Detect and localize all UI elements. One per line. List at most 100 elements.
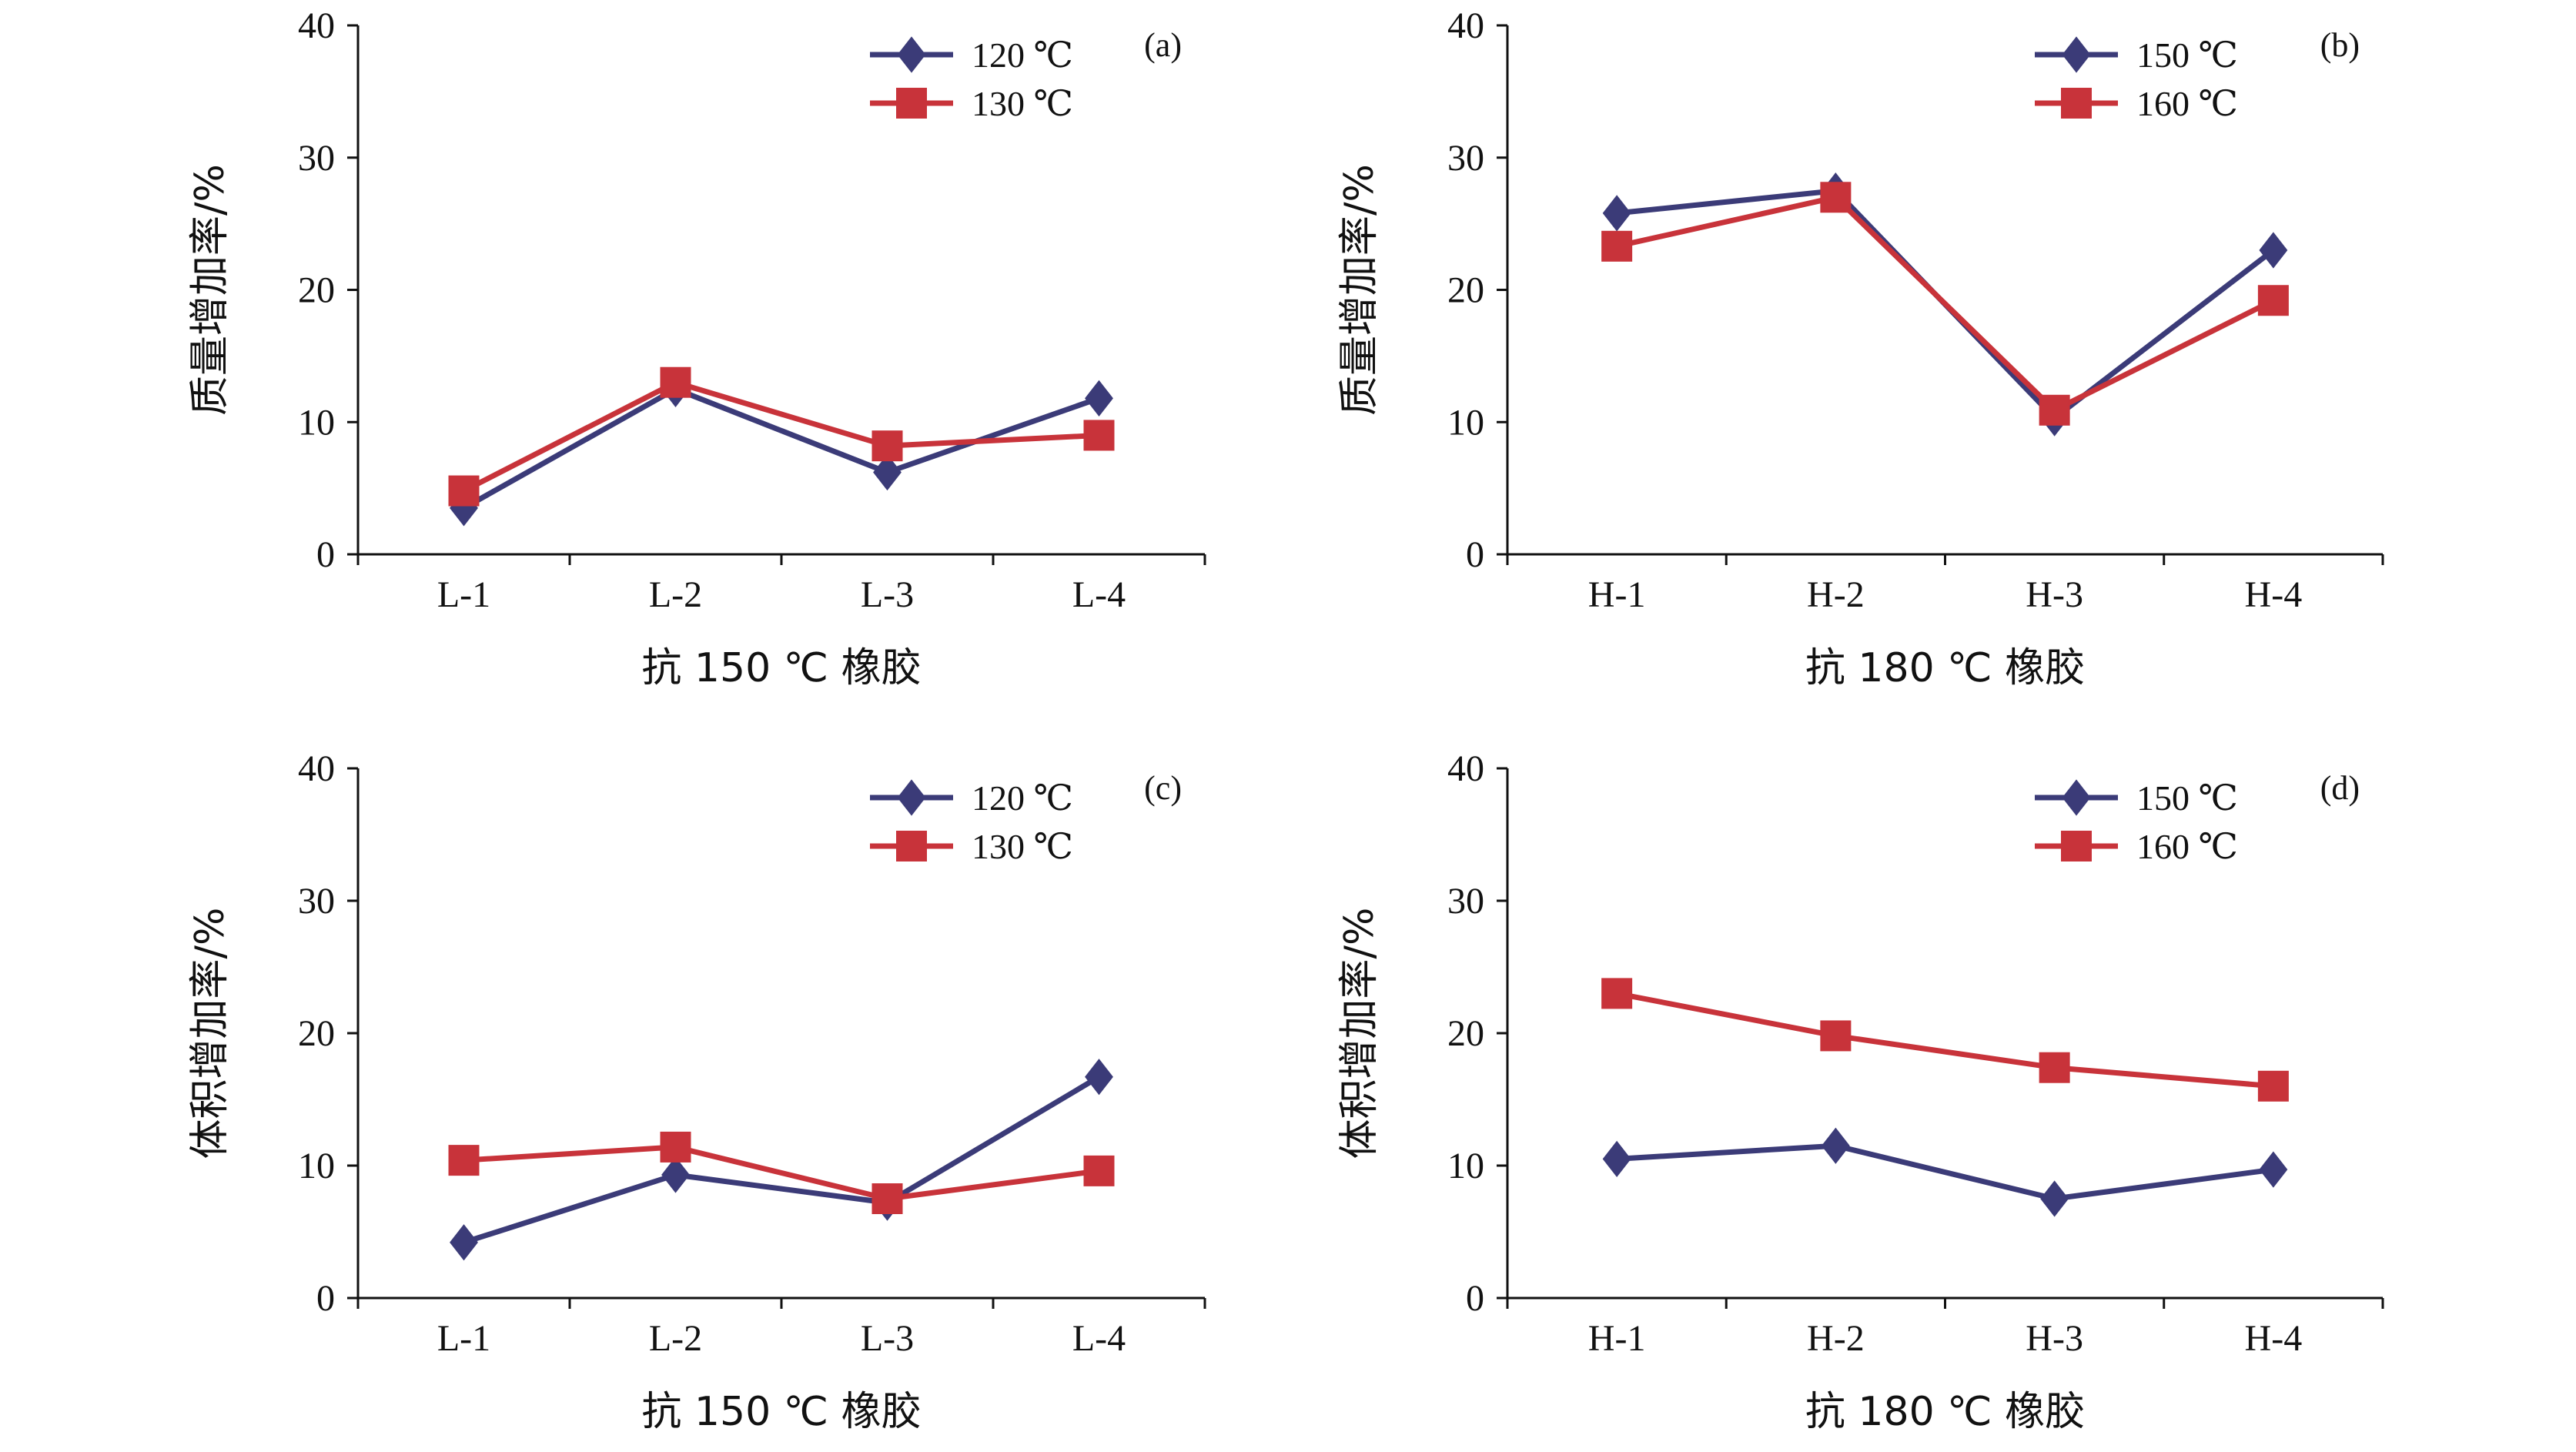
legend-marker-1 <box>897 779 926 816</box>
series-line-2 <box>1616 990 2274 1089</box>
data-point <box>2259 1151 2288 1188</box>
y-axis-title: 质量增加率/% <box>187 164 233 416</box>
chart-panel-a: 0 10 20 30 40 L-1 L-2 L-3 L-4 抗 150 ℃ 橡胶 质量增加率/% (a… <box>187 5 1206 691</box>
x-tick-label: H-3 <box>2026 1318 2083 1359</box>
data-point <box>661 1156 690 1193</box>
data-point <box>448 475 480 507</box>
y-tick-label: 30 <box>298 138 335 179</box>
series-line-2 <box>1616 194 2275 413</box>
x-tick-label: H-3 <box>2026 574 2083 615</box>
data-point <box>1820 182 1852 213</box>
chart-panel-c: 0 10 20 30 40 L-1 L-2 L-3 L-4 抗 150 ℃ 橡胶 体积增加率/% (c… <box>187 748 1206 1435</box>
x-tick-label: L-1 <box>437 574 490 615</box>
y-tick-label: 40 <box>1447 5 1484 46</box>
data-point <box>873 453 902 491</box>
y-tick-label: 10 <box>1447 402 1484 443</box>
data-point <box>1601 978 1633 1009</box>
data-point <box>871 430 903 462</box>
data-point <box>871 1183 903 1214</box>
panel-label: (c) <box>1144 769 1182 807</box>
x-tick-label: H-4 <box>2245 1318 2303 1359</box>
data-point <box>660 1131 691 1163</box>
data-point <box>1085 380 1113 417</box>
x-tick-label: H-4 <box>2245 574 2303 615</box>
legend-entry-1: 120 ℃ <box>972 35 1073 75</box>
y-tick-label: 30 <box>1447 881 1484 922</box>
y-tick-label: 0 <box>1466 534 1484 575</box>
legend-entry-1: 150 ℃ <box>2136 778 2238 818</box>
data-point <box>2040 1180 2069 1217</box>
y-tick-label: 20 <box>298 1013 335 1054</box>
data-point <box>1821 1127 1850 1164</box>
y-tick-label: 40 <box>1447 748 1484 789</box>
series-line-1 <box>463 1074 1101 1246</box>
y-tick-label: 0 <box>316 534 335 575</box>
legend-marker-2 <box>896 831 927 861</box>
x-tick-label: L-2 <box>649 574 702 615</box>
x-tick-label: H-1 <box>1588 574 1646 615</box>
legend-entry-2: 130 ℃ <box>972 84 1073 123</box>
x-axis-title: 抗 150 ℃ 橡胶 <box>641 1389 921 1435</box>
x-tick-label: L-4 <box>1072 1318 1126 1359</box>
y-axis-title: 体积增加率/% <box>1337 908 1383 1159</box>
x-tick-label: L-3 <box>861 574 914 615</box>
data-point <box>2039 394 2070 426</box>
y-tick-label: 0 <box>316 1278 335 1319</box>
panel-label: (d) <box>2320 769 2360 807</box>
data-point <box>1602 195 1631 232</box>
data-point <box>660 366 691 398</box>
series-line-2 <box>463 1144 1099 1202</box>
panel-label: (b) <box>2320 26 2360 64</box>
legend-marker-1 <box>2062 36 2091 73</box>
x-axis-title: 抗 150 ℃ 橡胶 <box>641 645 921 691</box>
data-point <box>1601 230 1633 262</box>
data-point <box>1085 1059 1113 1096</box>
series-line-2 <box>462 380 1099 493</box>
x-axis-title: 抗 180 ℃ 橡胶 <box>1805 1389 2085 1435</box>
y-axis-title: 体积增加率/% <box>187 908 233 1159</box>
legend-marker-2 <box>2061 831 2092 861</box>
series-line-1 <box>462 386 1100 510</box>
x-tick-label: L-2 <box>649 1318 702 1359</box>
series-line-1 <box>1616 1143 2274 1202</box>
legend-marker-2 <box>896 88 927 119</box>
data-point <box>1820 1020 1852 1052</box>
data-point <box>1083 1155 1115 1186</box>
y-tick-label: 40 <box>298 5 335 46</box>
y-axis-title: 质量增加率/% <box>1337 164 1383 416</box>
y-tick-label: 20 <box>1447 1013 1484 1054</box>
legend-marker-1 <box>897 36 926 73</box>
legend-marker-2 <box>2061 88 2092 119</box>
y-tick-label: 10 <box>1447 1146 1484 1186</box>
legend-entry-2: 160 ℃ <box>2136 84 2238 123</box>
data-point <box>1083 420 1115 451</box>
y-tick-label: 20 <box>1447 270 1484 311</box>
y-tick-label: 40 <box>298 748 335 789</box>
data-point <box>448 1145 480 1176</box>
y-tick-label: 10 <box>298 402 335 443</box>
data-point <box>2257 1070 2289 1102</box>
x-tick-label: H-2 <box>1807 574 1865 615</box>
legend-marker-1 <box>2062 779 2091 816</box>
y-tick-label: 30 <box>1447 138 1484 179</box>
y-tick-label: 20 <box>298 270 335 311</box>
legend-entry-1: 120 ℃ <box>972 778 1073 818</box>
data-point <box>2259 232 2288 269</box>
x-tick-label: L-4 <box>1072 574 1126 615</box>
y-tick-label: 0 <box>1466 1278 1484 1319</box>
data-point <box>2257 285 2289 316</box>
y-tick-label: 30 <box>298 881 335 922</box>
legend-entry-1: 150 ℃ <box>2136 35 2238 75</box>
data-point <box>1602 1140 1631 1178</box>
chart-panel-b: 0 10 20 30 40 H-1 H-2 H-3 H-4 抗 180 ℃ 橡胶 质量增加率/% (b… <box>1337 5 2384 691</box>
legend-entry-2: 160 ℃ <box>2136 827 2238 866</box>
data-point <box>450 1224 478 1261</box>
x-axis-title: 抗 180 ℃ 橡胶 <box>1805 645 2085 691</box>
x-tick-label: H-1 <box>1588 1318 1646 1359</box>
panel-label: (a) <box>1144 26 1182 64</box>
x-tick-label: L-3 <box>861 1318 914 1359</box>
data-point <box>2039 1052 2070 1083</box>
y-tick-label: 10 <box>298 1146 335 1186</box>
x-tick-label: H-2 <box>1807 1318 1865 1359</box>
